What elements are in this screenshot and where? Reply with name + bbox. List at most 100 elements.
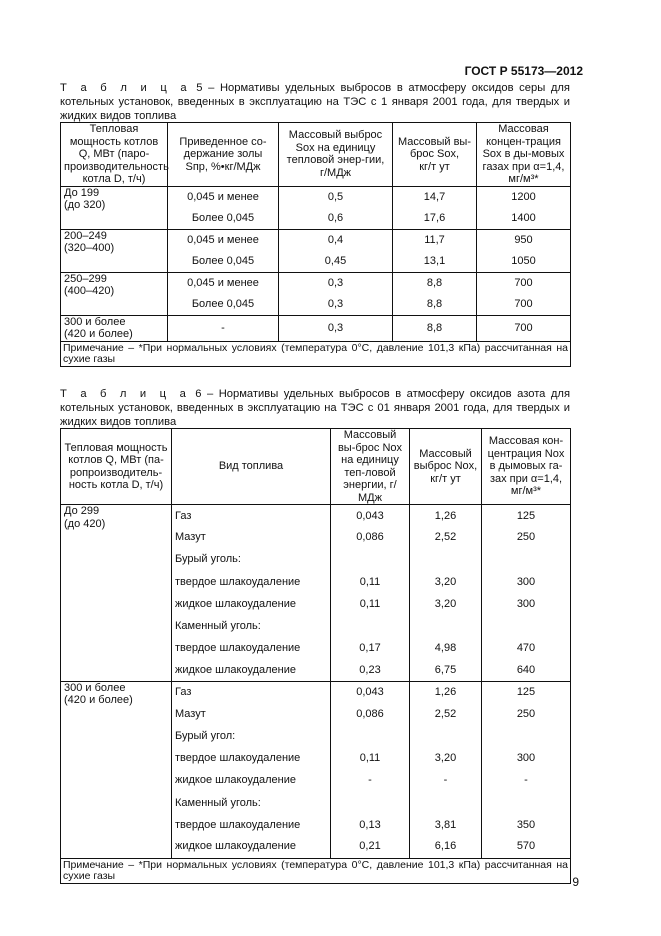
value-cell: 0,086 [330,526,410,549]
table-row: Мазут 0,086 2,52 250 [61,526,571,549]
value-cell: 700 [476,271,571,294]
value-cell [409,614,482,638]
table-note-row: Примечание – *При нормальных условиях (т… [60,340,571,367]
value-cell: 0,043 [330,680,410,704]
page-number: 9 [572,875,579,889]
value-cell [409,791,482,814]
value-cell: 350 [481,813,571,836]
table-row: Бурый угол: [61,725,571,748]
value-cell: 0,11 [330,592,410,615]
value-cell [330,725,410,748]
value-cell: 250 [481,526,571,549]
value-cell [481,614,571,638]
table6-nox-norms: Тепловая мощность котлов Q, МВт (па-ропр… [60,428,571,884]
value-cell: 4,98 [409,637,482,660]
row-label-cell: твердое шлакоудаление [171,637,331,660]
column-header: Вид топлива [171,428,331,505]
row-label-cell: - [167,314,279,341]
value-cell [409,548,482,571]
value-cell: 8,8 [392,271,477,294]
row-label-cell: Мазут [171,526,331,549]
row-label-cell: Более 0,045 [167,207,279,229]
table5-caption-text: 5 – Нормативы удельных выбросов в атмосф… [60,82,570,122]
value-cell: 3,20 [409,592,482,615]
value-cell [409,725,482,748]
table-row: жидкое шлакоудаление 0,21 6,16 570 [61,835,571,858]
row-label-cell: жидкое шлакоудаление [171,835,331,858]
column-header: Массовый вы-брос Nox на единицу теп-лово… [330,428,410,505]
value-cell: 6,16 [409,835,482,858]
row-label-cell: Бурый угол: [171,725,331,748]
value-cell: 8,8 [392,293,477,315]
value-cell [481,791,571,814]
value-cell: 300 [481,570,571,593]
value-cell: 125 [481,503,571,527]
value-cell: 700 [476,314,571,341]
value-cell: 17,6 [392,207,477,229]
column-header: Приведенное со-держание золы Sпр, %•кг/М… [167,122,279,187]
column-header: Массовый выброс Nox, кг/т ут [409,428,482,505]
table-row: твердое шлакоудаление 0,13 3,81 350 [61,813,571,836]
table-row: До 299 (до 420) Газ 0,043 1,26 125 [60,503,571,682]
value-cell: 3,20 [409,747,482,770]
table-note: Примечание – *При нормальных условиях (т… [60,340,571,367]
value-cell: 0,043 [330,503,410,527]
table-note-row: Примечание – *При нормальных условиях (т… [60,857,571,884]
value-cell: 0,3 [278,293,393,315]
table-row: 300 и более (420 и более) -0,3 8,8 700 [60,314,571,341]
table-row: жидкое шлакоудаление 0,11 3,20 300 [61,592,571,615]
value-cell: 1,26 [409,680,482,704]
table6-caption: Т а б л и ц а 6 – Нормативы удельных выб… [60,387,570,429]
value-cell: 700 [476,293,571,315]
table-row: Бурый уголь: [61,548,571,571]
value-cell [330,548,410,571]
table-row: твердое шлакоудаление 0,11 3,20 300 [61,570,571,593]
value-cell: 0,6 [278,207,393,229]
table-row: 300 и более (420 и более) Газ 0,043 1,26 125 [60,680,571,858]
column-header: Массовый вы-брос Sox, кг/т ут [392,122,477,187]
value-cell: 0,21 [330,835,410,858]
column-header: Массовый выброс Sox на единицу тепловой … [278,122,393,187]
value-cell: 11,7 [392,228,477,251]
value-cell: 0,23 [330,659,410,682]
value-cell: 14,7 [392,185,477,208]
row-label-cell: твердое шлакоудаление [171,747,331,770]
table-row: твердое шлакоудаление 0,11 3,20 300 [61,747,571,770]
value-cell: - [481,769,571,792]
table6-caption-label: Т а б л и ц а [60,388,190,400]
table5-caption: Т а б л и ц а 5 – Нормативы удельных выб… [60,81,570,123]
table-row: Мазут 0,086 2,52 250 [61,703,571,726]
value-cell: - [330,769,410,792]
row-label-cell: жидкое шлакоудаление [171,659,331,682]
document-id: ГОСТ Р 55173—2012 [464,64,583,78]
value-cell: 125 [481,680,571,704]
row-label-cell: Более 0,045 [167,250,279,272]
row-label-cell: 0,045 и менее [167,271,279,294]
value-cell: - [409,769,482,792]
value-cell: 3,20 [409,570,482,593]
table-row: Более 0,045 0,6 17,6 1400 [61,207,571,229]
value-cell [330,614,410,638]
value-cell: 250 [481,703,571,726]
row-label-cell: жидкое шлакоудаление [171,592,331,615]
row-label-cell: 0,045 и менее [167,228,279,251]
table-row: жидкое шлакоудаление 0,23 6,75 640 [61,659,571,682]
table6-caption-text: 6 – Нормативы удельных выбросов в атмосф… [60,388,571,428]
capacity-cell: 300 и более (420 и более) [60,314,168,341]
value-cell: 6,75 [409,659,482,682]
value-cell: 0,3 [278,271,393,294]
table-note: Примечание – *При нормальных условиях (т… [60,857,571,884]
value-cell: 640 [481,659,571,682]
capacity-cell: 250–299 (400–420) [60,271,168,315]
value-cell: 0,13 [330,813,410,836]
row-label-cell: Газ [171,680,331,704]
value-cell: 300 [481,747,571,770]
value-cell: 0,11 [330,570,410,593]
row-label-cell: жидкое шлакоудаление [171,769,331,792]
row-label-cell: Газ [171,503,331,527]
row-label-cell: Более 0,045 [167,293,279,315]
table-row: Каменный уголь: [61,614,571,638]
table-row: Каменный уголь: [61,791,571,814]
value-cell: 1,26 [409,503,482,527]
